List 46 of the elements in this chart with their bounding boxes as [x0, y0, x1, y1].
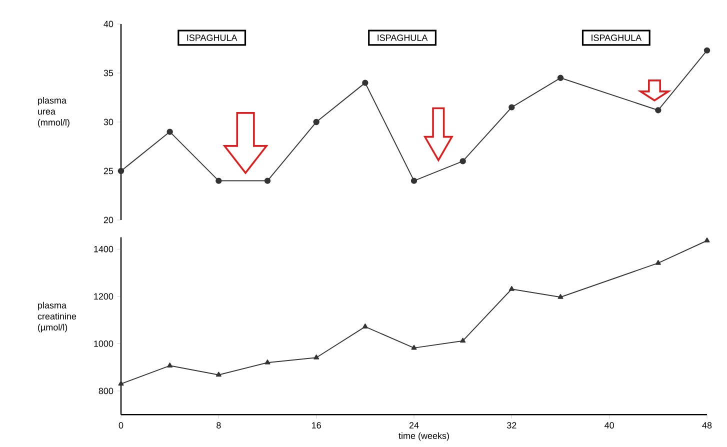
y-tick-label: 30: [104, 118, 114, 126]
point: [558, 294, 564, 299]
x-tick-label: 24: [409, 422, 419, 428]
point: [264, 359, 270, 364]
y-tick-label: 1000: [94, 340, 114, 347]
point: [655, 260, 661, 265]
point: [167, 362, 173, 368]
point: [216, 178, 222, 184]
x-tick-label: 16: [312, 422, 321, 429]
y-tick-label: 20: [104, 216, 114, 224]
point: [411, 344, 417, 350]
y-axis-title: plasma urea (mmol/l): [38, 97, 70, 128]
point: [362, 324, 368, 328]
point: [704, 47, 710, 54]
point: [704, 238, 710, 242]
x-tick-label: 32: [507, 422, 516, 429]
point: [166, 128, 173, 135]
y-tick-label: 35: [104, 70, 114, 76]
x-tick-label: 0: [118, 422, 124, 429]
point: [216, 372, 222, 377]
annotation: ISPAGHULA: [378, 34, 428, 41]
point: [410, 178, 418, 184]
y-tick-label: 800: [98, 388, 114, 394]
x-axis-title: time (weeks): [398, 432, 449, 441]
point: [655, 107, 662, 114]
point: [314, 354, 320, 360]
point: [118, 380, 124, 386]
point: [557, 74, 564, 81]
annotation: ISPAGHULA: [592, 34, 642, 41]
point: [508, 286, 514, 291]
y-tick-label: 25: [104, 168, 114, 174]
point: [313, 118, 320, 126]
x-tick-label: 8: [216, 422, 221, 429]
annotation: ISPAGHULA: [187, 34, 238, 41]
y-tick-label: 1200: [94, 293, 114, 300]
point: [460, 338, 466, 343]
point: [118, 168, 124, 174]
x-tick-label: 48: [702, 422, 712, 429]
point: [508, 104, 515, 110]
y-axis-title: plasma creatinine (µmol/l): [38, 302, 76, 332]
point: [264, 178, 271, 184]
x-tick-label: 40: [604, 422, 614, 429]
point: [362, 80, 368, 86]
point: [460, 158, 466, 164]
y-tick-label: 1400: [94, 246, 114, 252]
y-tick-label: 40: [104, 20, 114, 28]
